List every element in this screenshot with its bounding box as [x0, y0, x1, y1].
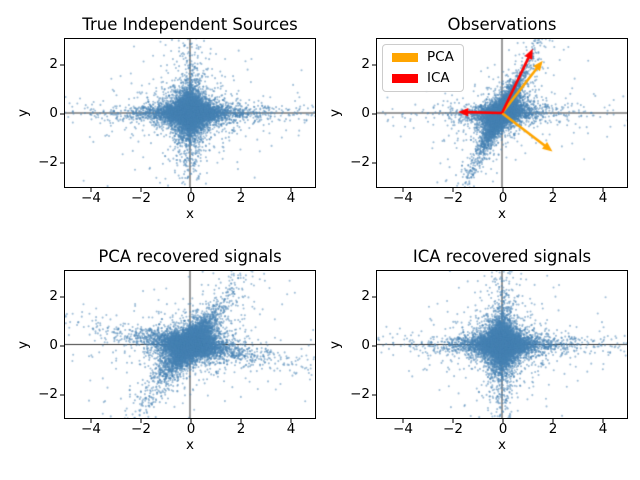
x-tick-mark — [290, 419, 292, 423]
y-tick-label: 0 — [49, 105, 58, 122]
y-axis-label-wrap: y — [15, 39, 31, 187]
x-tick-label: 2 — [236, 421, 246, 437]
y-tick-mark — [60, 394, 64, 395]
x-tick-mark — [502, 188, 504, 192]
subplot-observations: Observations x y −4 −2 0 2 4 −2 0 2 PCA ICA — [327, 15, 628, 221]
y-axis-label-wrap: y — [15, 271, 31, 418]
y-tick-mark — [60, 296, 64, 297]
y-tick-label: 2 — [361, 287, 370, 304]
x-tick-mark — [602, 419, 604, 423]
legend-entry-pca: PCA — [392, 49, 454, 66]
legend: PCA ICA — [382, 44, 464, 93]
x-tick-label: 4 — [598, 421, 608, 437]
y-tick-label: −2 — [38, 385, 58, 402]
x-tick-label: −2 — [131, 421, 151, 437]
x-tick-mark — [190, 419, 192, 423]
y-tick-mark — [372, 296, 376, 297]
y-tick-label: −2 — [350, 154, 370, 171]
subplot-pca-recovered: PCA recovered signals x y −4 −2 0 2 4 −2 0 2 — [15, 247, 316, 452]
x-tick-mark — [240, 188, 242, 192]
x-tick-label: −4 — [393, 421, 413, 437]
x-tick-label: 4 — [286, 421, 296, 437]
x-tick-mark — [140, 188, 142, 192]
x-axis-label: x — [498, 437, 506, 453]
x-tick-label: 2 — [236, 190, 246, 206]
x-tick-mark — [602, 188, 604, 192]
legend-swatch-ica — [392, 73, 418, 83]
y-axis-label: y — [15, 109, 31, 117]
subplot-title: Observations — [447, 14, 557, 34]
x-tick-mark — [90, 419, 92, 423]
y-tick-label: 2 — [49, 55, 58, 72]
y-tick-label: 2 — [361, 55, 370, 72]
x-tick-label: −4 — [393, 190, 413, 206]
x-axis-label: x — [186, 437, 194, 453]
x-tick-label: −2 — [131, 190, 151, 206]
x-tick-mark — [140, 419, 142, 423]
x-tick-mark — [90, 188, 92, 192]
scatter-canvas-true-sources — [65, 39, 315, 187]
x-tick-mark — [502, 419, 504, 423]
y-tick-mark — [372, 394, 376, 395]
y-tick-mark — [60, 345, 64, 346]
x-tick-label: 0 — [186, 421, 196, 437]
x-tick-mark — [552, 419, 554, 423]
y-tick-label: 0 — [361, 105, 370, 122]
x-tick-mark — [190, 188, 192, 192]
legend-swatch-pca — [392, 53, 418, 63]
x-tick-label: 0 — [498, 190, 508, 206]
y-axis-label: y — [15, 340, 31, 349]
x-axis-label: x — [186, 206, 194, 222]
y-axis-label: y — [327, 340, 343, 349]
x-tick-mark — [452, 419, 454, 423]
y-tick-label: 0 — [49, 336, 58, 353]
x-tick-mark — [452, 188, 454, 192]
x-tick-mark — [552, 188, 554, 192]
y-tick-label: 2 — [49, 287, 58, 304]
y-axis-label: y — [327, 109, 343, 117]
y-axis-label-wrap: y — [327, 39, 343, 187]
legend-entry-ica: ICA — [392, 69, 454, 87]
y-tick-mark — [60, 162, 64, 164]
x-axis-label: x — [498, 206, 506, 222]
y-tick-label: −2 — [38, 154, 58, 171]
scatter-canvas-pca-recovered — [65, 271, 315, 418]
x-tick-label: 0 — [498, 421, 508, 437]
subplot-true-sources: True Independent Sources x y −4 −2 0 2 4 −2 0 2 — [15, 15, 316, 221]
legend-label-ica: ICA — [427, 69, 450, 86]
x-tick-label: −2 — [443, 421, 463, 437]
subplot-title: PCA recovered signals — [98, 246, 282, 266]
y-tick-mark — [372, 345, 376, 346]
x-tick-label: 4 — [598, 190, 608, 206]
y-tick-mark — [60, 64, 64, 66]
x-tick-label: −2 — [443, 190, 463, 206]
x-tick-label: −4 — [81, 421, 101, 437]
y-axel-label-wrap: y — [327, 271, 343, 418]
subplot-title: ICA recovered signals — [412, 246, 592, 266]
scatter-canvas-ica-recovered — [377, 271, 627, 418]
y-tick-mark — [372, 113, 376, 115]
x-tick-mark — [402, 419, 404, 423]
x-tick-mark — [290, 188, 292, 192]
y-tick-mark — [372, 64, 376, 66]
subplot-title: True Independent Sources — [82, 14, 298, 34]
y-tick-label: −2 — [350, 385, 370, 402]
x-tick-mark — [402, 188, 404, 192]
x-tick-mark — [240, 419, 242, 423]
y-tick-mark — [60, 113, 64, 115]
x-tick-label: 2 — [548, 190, 558, 206]
legend-label-pca: PCA — [427, 49, 454, 65]
x-tick-label: 4 — [286, 190, 296, 206]
x-tick-label: 0 — [186, 190, 196, 206]
x-tick-label: −4 — [81, 190, 101, 206]
subplot-ica-recovered: ICA recovered signals x y −4 −2 0 2 4 −2 0 2 — [327, 247, 628, 452]
y-tick-label: 0 — [361, 336, 370, 353]
y-tick-mark — [372, 162, 376, 164]
x-tick-label: 2 — [548, 421, 558, 437]
